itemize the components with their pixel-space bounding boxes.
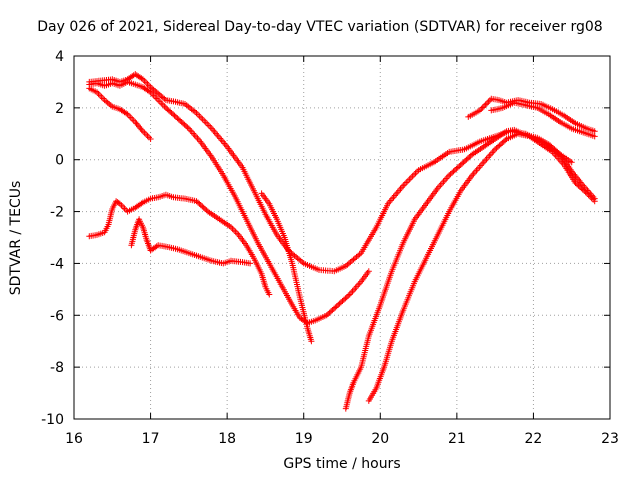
- y-tick-label: -8: [50, 360, 64, 376]
- series-sat-j: [488, 99, 598, 140]
- chart-title: Day 026 of 2021, Sidereal Day-to-day VTE…: [37, 19, 603, 35]
- y-tick-label: 2: [55, 101, 64, 117]
- y-tick-label: -10: [41, 412, 64, 428]
- data-markers: [86, 71, 598, 412]
- y-tick-label: 4: [55, 49, 64, 65]
- marker-trace: [488, 99, 598, 140]
- marker-trace: [365, 130, 598, 404]
- plot-frame: [73, 55, 611, 420]
- y-tick-label: -6: [50, 308, 64, 324]
- y-tick-label: -4: [50, 256, 64, 272]
- series-sat-d: [86, 191, 273, 298]
- y-tick-label: -2: [50, 205, 64, 221]
- axis-ticks: 16 17 18 19 20 21 22 23 -10 -8 -6 -4 -2 0 2 4: [41, 49, 619, 447]
- x-tick-label: 16: [65, 431, 83, 447]
- x-tick-label: 17: [142, 431, 160, 447]
- marker-trace: [258, 190, 315, 345]
- x-tick-label: 23: [601, 431, 619, 447]
- series-sat-c: [86, 85, 154, 142]
- x-tick-label: 19: [295, 431, 313, 447]
- marker-trace: [86, 85, 154, 142]
- x-axis-label: GPS time / hours: [283, 456, 401, 472]
- x-tick-label: 22: [525, 431, 543, 447]
- series-sat-e: [128, 216, 254, 267]
- series-sat-b: [86, 78, 372, 327]
- series-sat-h: [365, 130, 598, 404]
- series-sat-i: [465, 95, 598, 135]
- y-tick-label: 0: [55, 153, 64, 169]
- x-tick-label: 18: [218, 431, 236, 447]
- x-tick-label: 21: [448, 431, 466, 447]
- marker-trace: [128, 216, 254, 267]
- marker-trace: [465, 95, 598, 135]
- x-tick-label: 20: [371, 431, 389, 447]
- series-sat-f: [258, 190, 315, 345]
- marker-trace: [86, 191, 273, 298]
- marker-trace: [86, 78, 372, 327]
- grid-lines: [74, 56, 610, 419]
- y-axis-label: SDTVAR / TECUs: [8, 180, 24, 296]
